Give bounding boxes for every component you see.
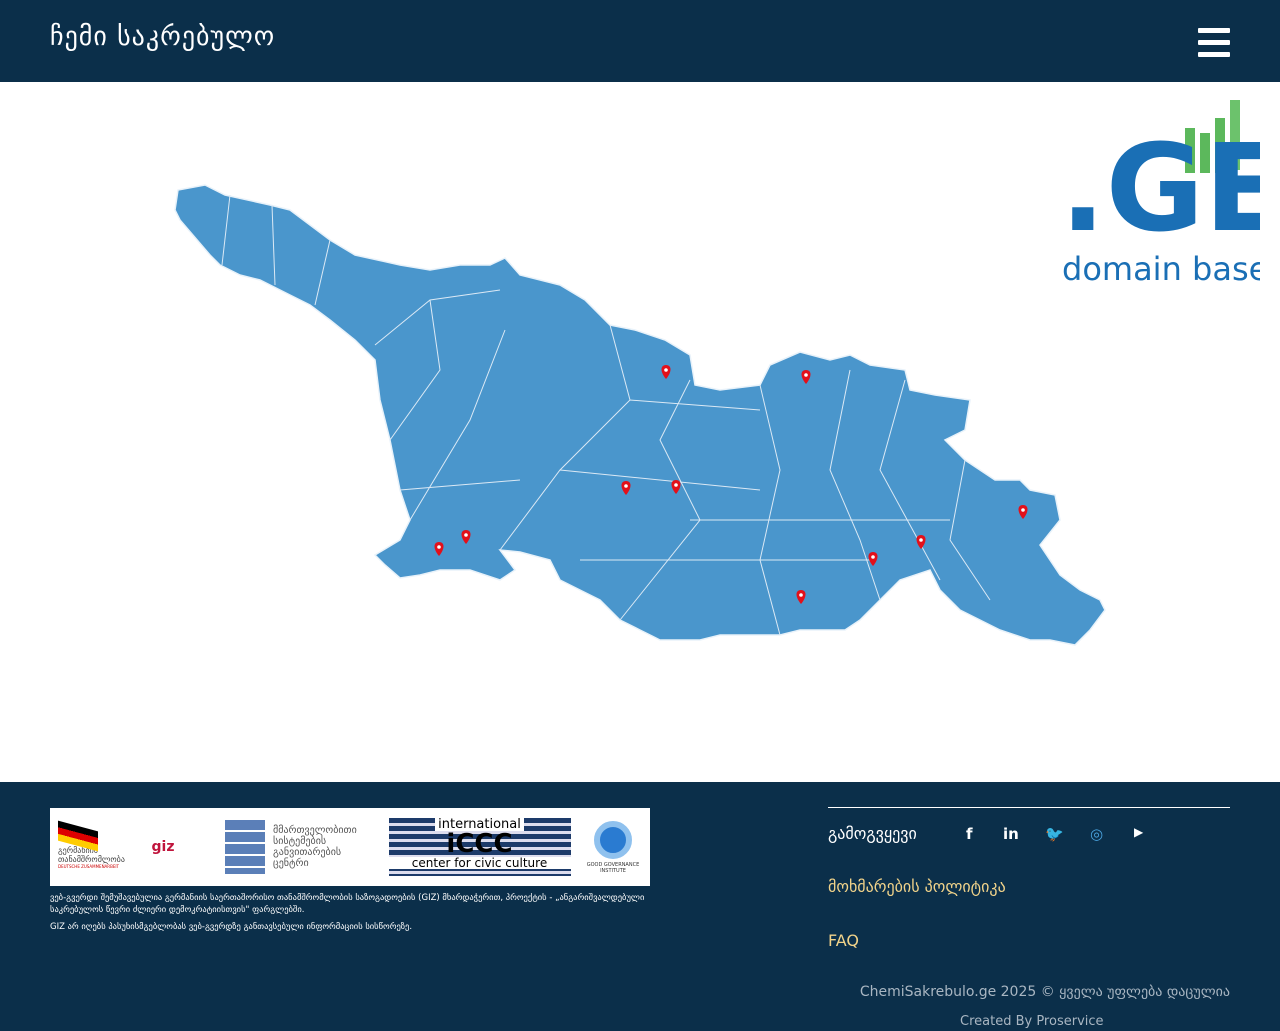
follow-us-label: გამოგვყევი xyxy=(828,824,917,843)
usage-policy-link[interactable]: მოხმარების პოლიტიკა xyxy=(828,877,1006,896)
divider xyxy=(828,807,1230,808)
map-pin-dot xyxy=(804,373,808,377)
iccc-logo: international iCCC center for civic cult… xyxy=(388,818,571,876)
hamburger-icon[interactable] xyxy=(1198,28,1230,58)
map-pin-icon[interactable] xyxy=(796,590,806,604)
map-pin-dot xyxy=(464,533,468,537)
map-pin-dot xyxy=(437,545,441,549)
map-pin-icon[interactable] xyxy=(661,365,671,379)
footer-disclaimer: ვებ-გვერდი შემუშავებულია გერმანიის საერთ… xyxy=(50,892,650,938)
header: ჩემი საკრებულო xyxy=(0,0,1280,82)
german-cooperation-logo: გერმანიის თანამშრომლობა DEUTSCHE ZUSAMME… xyxy=(58,820,138,869)
map-pin-dot xyxy=(799,593,803,597)
watermark-subtitle: domain base xyxy=(1062,250,1260,285)
map-pin-icon[interactable] xyxy=(916,535,926,549)
faq-link[interactable]: FAQ xyxy=(828,931,859,950)
map-pin-dot xyxy=(664,368,668,372)
map-pin-dot xyxy=(674,483,678,487)
region-borders xyxy=(221,194,991,636)
map-pin-icon[interactable] xyxy=(1018,505,1028,519)
country-shape[interactable] xyxy=(174,184,1106,646)
governance-systems-center-logo: მმართველობითი სისტემების განვითარების ცე… xyxy=(225,820,375,874)
watermark-mark: .GE xyxy=(1060,120,1260,259)
support-text: ვებ-გვერდი შემუშავებულია გერმანიის საერთ… xyxy=(50,893,645,915)
footer: გერმანიის თანამშრომლობა DEUTSCHE ZUSAMME… xyxy=(0,782,1280,1031)
linkedin-icon[interactable]: in xyxy=(1003,825,1019,843)
partner-logos: გერმანიის თანამშრომლობა DEUTSCHE ZUSAMME… xyxy=(50,808,650,886)
domain-base-watermark: .GE domain base xyxy=(1060,100,1260,285)
good-governance-logo: GOOD GOVERNANCE INSTITUTE xyxy=(584,820,642,874)
copyright: ChemiSakrebulo.ge 2025 © ყველა უფლება და… xyxy=(859,984,1230,1000)
site-title[interactable]: ჩემი საკრებულო xyxy=(50,22,276,52)
giz-logo: giz xyxy=(151,839,175,855)
facebook-icon[interactable]: f xyxy=(966,825,973,843)
map-pin-dot xyxy=(624,484,628,488)
map-pin-icon[interactable] xyxy=(671,480,681,494)
map-pin-dot xyxy=(1021,508,1025,512)
created-by[interactable]: Created By Proservice xyxy=(960,1014,1104,1029)
map-pin-icon[interactable] xyxy=(461,530,471,544)
map-pin-icon[interactable] xyxy=(621,481,631,495)
map-pins xyxy=(434,365,1028,604)
georgia-map xyxy=(0,82,1280,782)
map-pin-icon[interactable] xyxy=(801,370,811,384)
map-pin-icon[interactable] xyxy=(868,552,878,566)
map-pin-dot xyxy=(871,555,875,559)
giz-disclaimer: GIZ არ იღებს პასუხისმგებლობას ვებ-გვერდზ… xyxy=(50,922,413,932)
instagram-icon[interactable]: ◎ xyxy=(1090,825,1104,843)
map-pin-icon[interactable] xyxy=(434,542,444,556)
map-svg xyxy=(174,184,1106,646)
twitter-icon[interactable]: 🐦 xyxy=(1045,825,1064,843)
map-pin-dot xyxy=(919,538,923,542)
youtube-icon[interactable]: ▶ xyxy=(1134,825,1144,839)
